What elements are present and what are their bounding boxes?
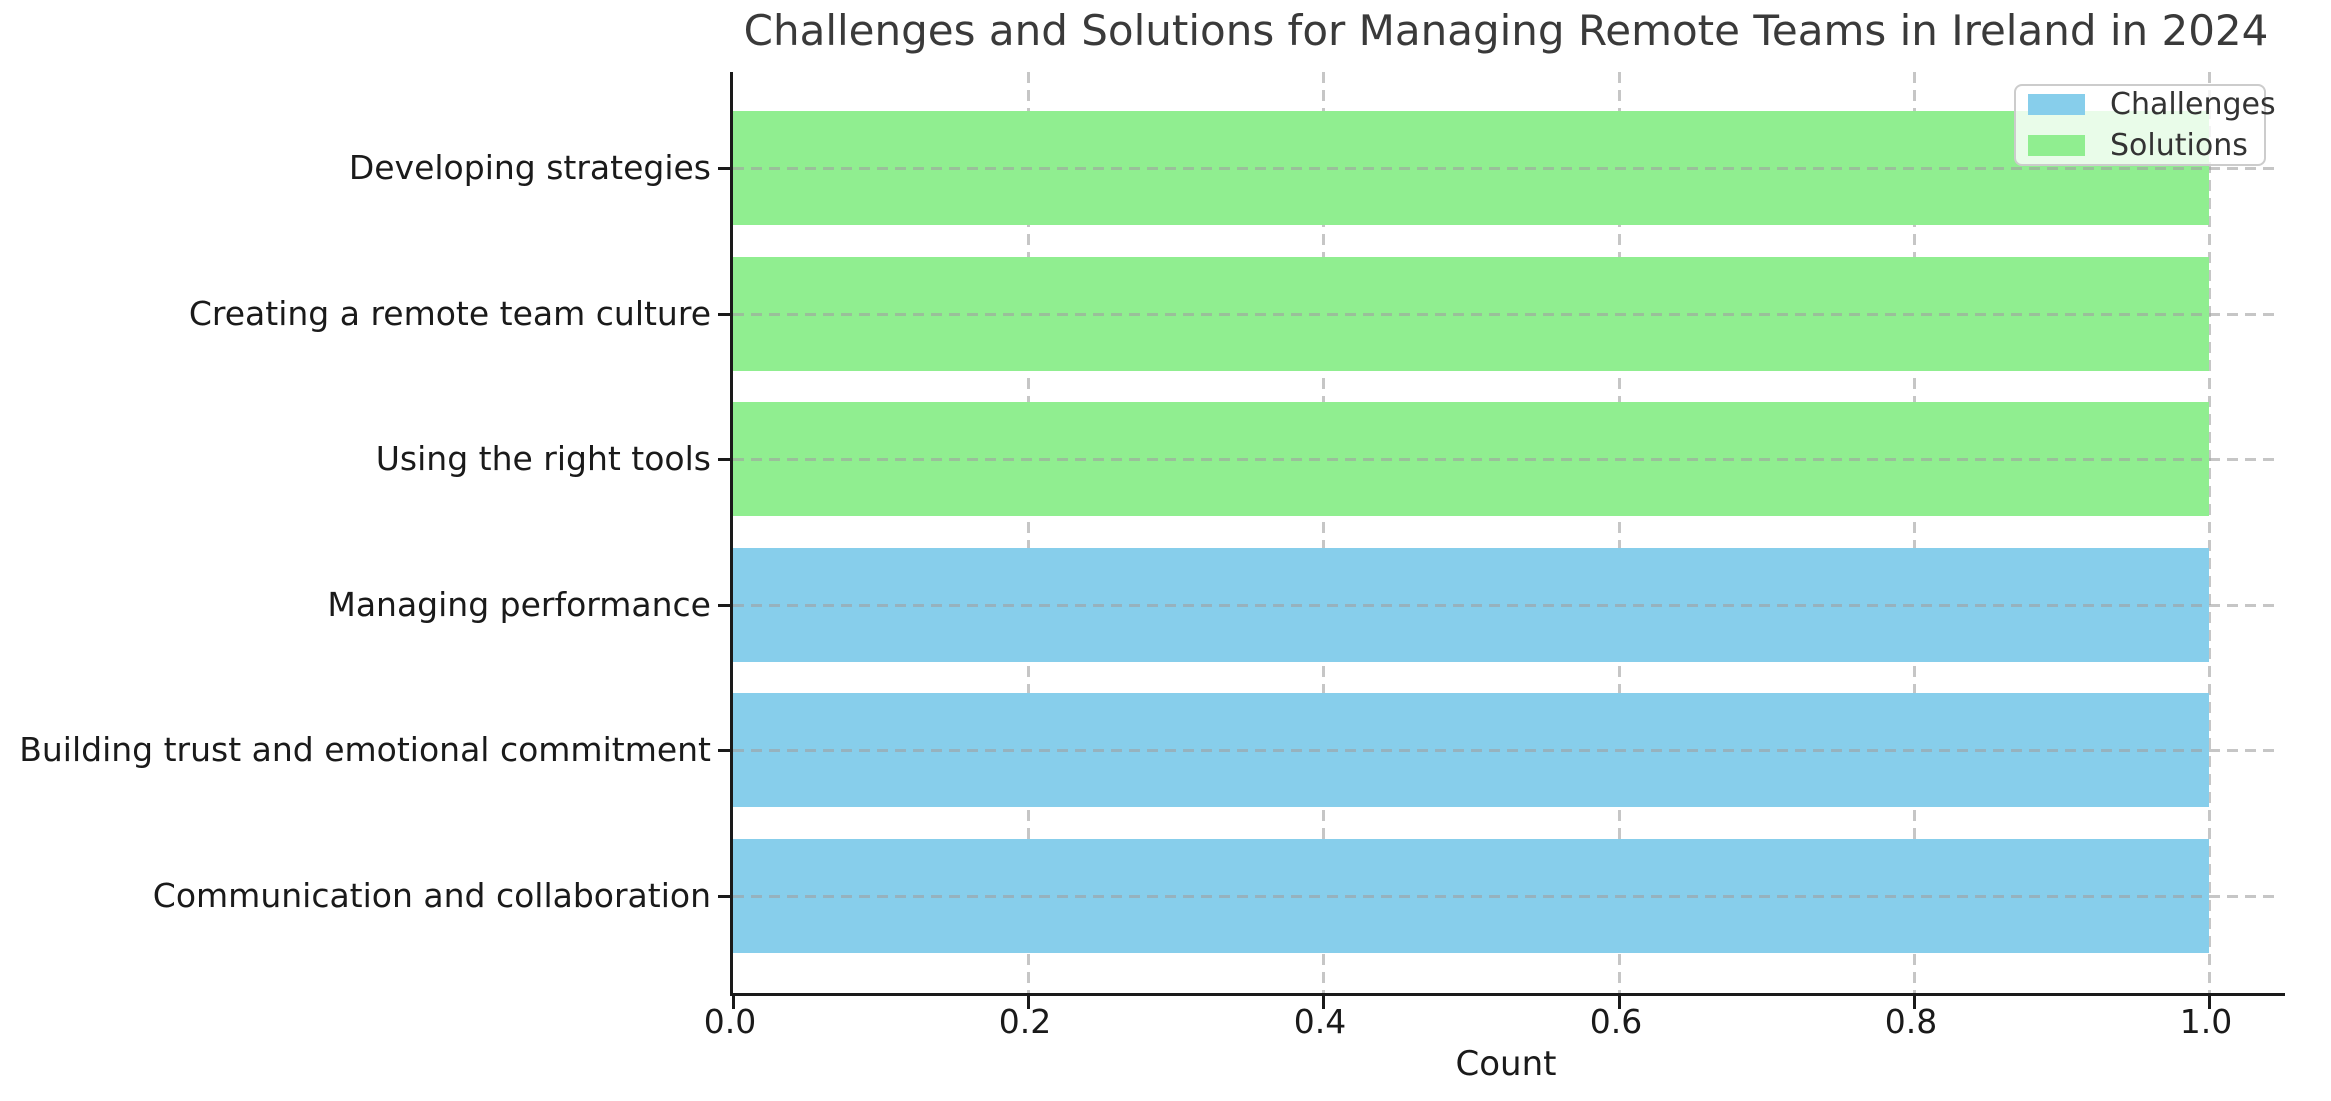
x-tick-mark xyxy=(1322,996,1325,1009)
x-tick-label-0.4: 0.4 xyxy=(1293,1002,1347,1041)
legend-swatch-solutions xyxy=(2028,135,2085,156)
y-tick-mark xyxy=(718,167,730,170)
legend-label-challenges: Challenges xyxy=(2110,87,2276,122)
y-tick-label-developing-strategies: Developing strategies xyxy=(348,148,711,187)
gridline-y-developing-strategies xyxy=(733,167,2281,170)
y-tick-label-communication-and-collaboration: Communication and collaboration xyxy=(152,876,711,915)
gridline-x-1.0 xyxy=(2208,72,2211,993)
gridline-y-communication-and-collaboration xyxy=(733,895,2281,898)
gridline-y-creating-a-remote-team-culture xyxy=(733,313,2281,316)
gridline-x-0.4 xyxy=(1322,72,1325,993)
x-tick-label-0.2: 0.2 xyxy=(998,1002,1052,1041)
x-tick-mark xyxy=(1027,996,1030,1009)
x-tick-label-0.8: 0.8 xyxy=(1884,1002,1938,1041)
x-tick-label-0.0: 0.0 xyxy=(703,1002,757,1041)
y-tick-mark xyxy=(718,604,730,607)
y-tick-label-creating-a-remote-team-culture: Creating a remote team culture xyxy=(188,294,711,333)
x-tick-mark xyxy=(1913,996,1916,1009)
plot-area: Challenges Solutions xyxy=(718,72,2285,1009)
x-axis-title: Count xyxy=(1455,1044,1557,1084)
y-tick-mark xyxy=(718,749,730,752)
x-tick-label-1.0: 1.0 xyxy=(2179,1002,2233,1041)
gridline-y-managing-performance xyxy=(733,604,2281,607)
gridline-x-0.6 xyxy=(1618,72,1621,993)
gridline-y-building-trust-and-emotional-commitment xyxy=(733,749,2281,752)
legend: Challenges Solutions xyxy=(2014,84,2276,166)
legend-entry-challenges: Challenges xyxy=(2016,87,2276,122)
y-tick-label-building-trust-and-emotional-commitment: Building trust and emotional commitment xyxy=(19,730,711,769)
y-tick-label-using-the-right-tools: Using the right tools xyxy=(375,439,711,478)
x-tick-mark xyxy=(2208,996,2211,1009)
gridline-x-0.2 xyxy=(1027,72,1030,993)
y-tick-mark xyxy=(718,313,730,316)
x-tick-mark xyxy=(1618,996,1621,1009)
gridline-y-using-the-right-tools xyxy=(733,458,2281,461)
y-tick-mark xyxy=(718,895,730,898)
legend-swatch-challenges xyxy=(2028,94,2085,115)
legend-entry-solutions: Solutions xyxy=(2016,128,2264,163)
chart-title: Challenges and Solutions for Managing Re… xyxy=(743,6,2269,55)
gridline-x-0.8 xyxy=(1913,72,1916,993)
x-tick-label-0.6: 0.6 xyxy=(1589,1002,1643,1041)
y-tick-mark xyxy=(718,458,730,461)
y-tick-label-managing-performance: Managing performance xyxy=(327,585,711,624)
x-tick-mark xyxy=(732,996,735,1009)
legend-label-solutions: Solutions xyxy=(2110,128,2248,163)
